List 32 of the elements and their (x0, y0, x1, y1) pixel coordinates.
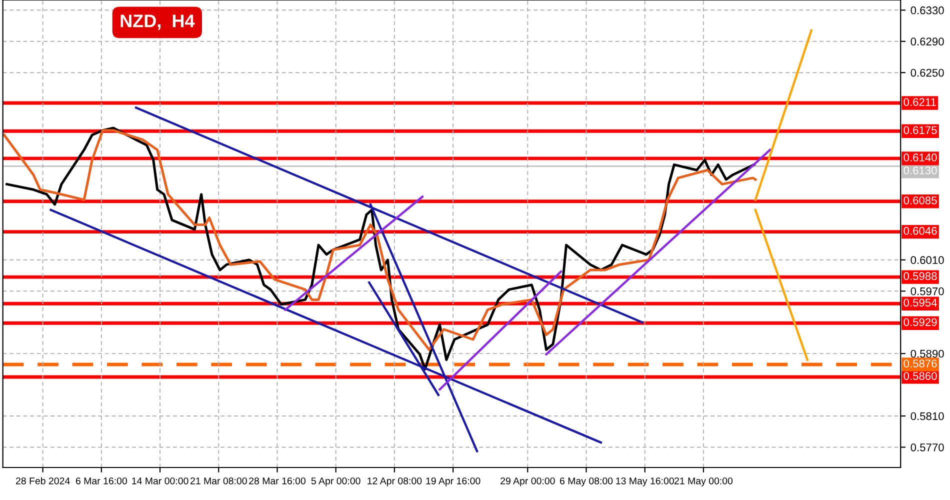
x-tick-label: 14 Mar 00:00 (132, 477, 188, 484)
x-tick-label: 13 May 16:00 (616, 477, 674, 486)
ref-line-label: 0.6140 (904, 154, 937, 162)
y-tick-label: 0.6290 (910, 38, 944, 46)
y-tick-label: 0.5890 (910, 350, 944, 358)
ref-line-label: 0.5929 (904, 318, 937, 326)
x-tick-label: 28 Feb 2024 (16, 477, 70, 484)
x-tick-label: 5 Apr 00:00 (311, 477, 360, 486)
x-tick-label: 6 May 08:00 (560, 477, 613, 486)
x-tick-label: 6 Mar 16:00 (76, 477, 127, 484)
y-tick-label: 0.6250 (910, 68, 944, 77)
y-tick-label: 0.6010 (910, 256, 944, 264)
x-tick-label: 19 Apr 16:00 (426, 477, 480, 486)
y-tick-label: 0.5770 (910, 443, 944, 452)
x-tick-label: 28 Mar 16:00 (249, 477, 306, 484)
ref-line-label: 0.5876 (904, 360, 937, 368)
ref-line-label: 0.6211 (904, 98, 936, 106)
ref-line-label: 0.6046 (904, 226, 937, 235)
x-tick-label: 12 Apr 08:00 (368, 477, 422, 486)
ref-line-label: 0.5954 (904, 298, 937, 307)
ref-line-label: 0.5988 (904, 272, 937, 280)
y-tick-label: 0.5970 (910, 287, 944, 296)
ref-line-label: 0.6130 (904, 166, 937, 174)
ref-line-label: 0.5860 (904, 372, 937, 380)
ref-line-label: 0.6175 (904, 126, 937, 134)
x-tick-label: 29 Apr 00:00 (500, 477, 555, 486)
y-tick-label: 0.6330 (910, 6, 944, 14)
y-tick-label: 0.5810 (910, 412, 944, 420)
x-tick-label: 21 May 00:00 (674, 477, 733, 486)
x-tick-label: 21 Mar 08:00 (190, 477, 247, 484)
ref-line-label: 0.6085 (904, 196, 937, 204)
text: NZD, H4 (120, 14, 195, 30)
